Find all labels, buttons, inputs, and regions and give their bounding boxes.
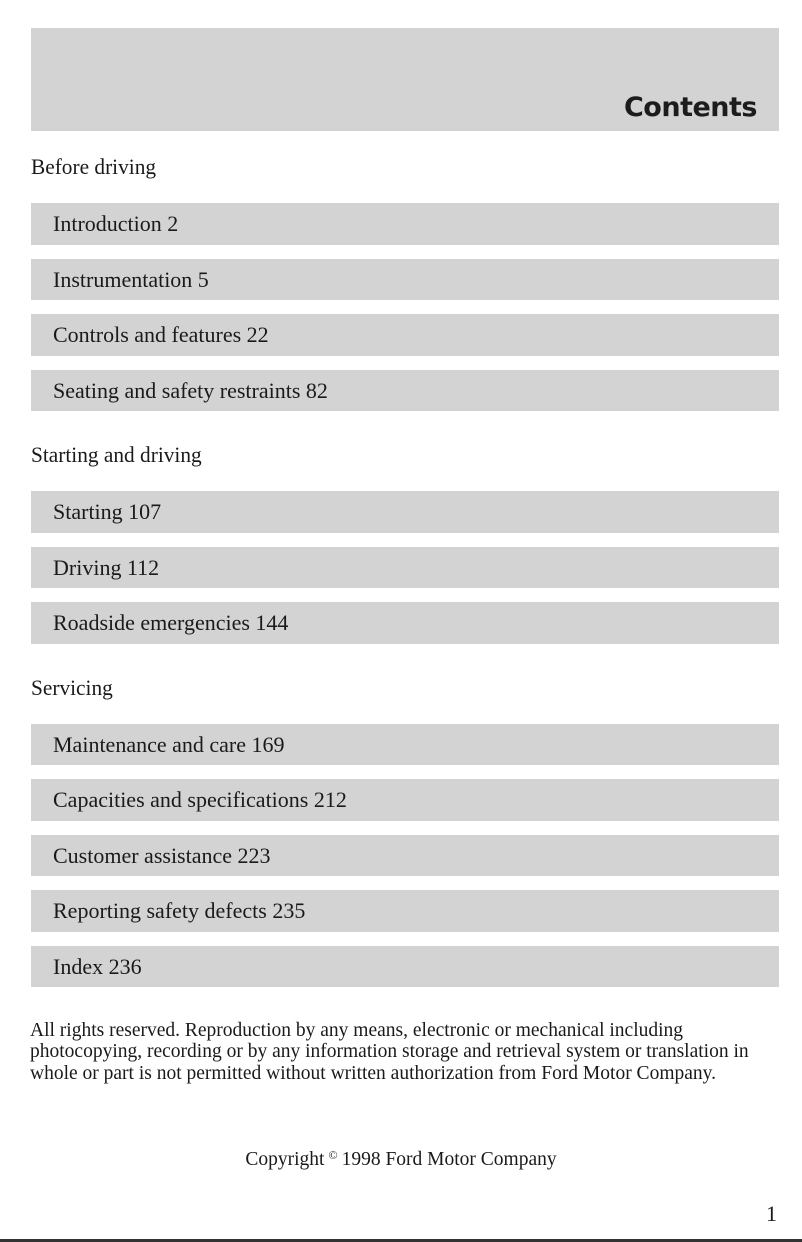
table-of-contents: Before driving Introduction 2 Instrument… [31,131,779,987]
section-before-driving: Before driving Introduction 2 Instrument… [31,131,779,411]
rights-notice: All rights reserved. Reproduction by any… [30,1020,749,1084]
toc-entry[interactable]: Capacities and specifications 212 [31,779,779,821]
toc-entry[interactable]: Index 236 [31,945,779,987]
section-starting-and-driving: Starting and driving Starting 107 Drivin… [31,411,779,644]
toc-entry[interactable]: Driving 112 [31,546,779,588]
toc-entry[interactable]: Starting 107 [31,491,779,533]
toc-entry[interactable]: Seating and safety restraints 82 [31,369,779,411]
page-number: 1 [766,1201,777,1226]
section-title: Servicing [31,674,113,700]
copyright-text: 1998 Ford Motor Company [341,1149,557,1170]
contents-header: Contents [31,28,779,131]
copyright-line: Copyright © 1998 Ford Motor Company [0,1148,802,1171]
page-title: Contents [623,92,758,123]
toc-entry[interactable]: Reporting safety defects 235 [31,890,779,932]
toc-entry[interactable]: Introduction 2 [31,203,779,245]
toc-entry[interactable]: Customer assistance 223 [31,834,779,876]
section-title: Before driving [31,154,157,179]
section-servicing: Servicing Maintenance and care 169 Capac… [31,644,779,987]
page-bottom-rule [0,1239,802,1242]
toc-entry[interactable]: Maintenance and care 169 [31,723,779,765]
toc-entry[interactable]: Roadside emergencies 144 [31,602,779,644]
section-title: Starting and driving [31,442,202,467]
copyright-prefix: Copyright [245,1149,325,1170]
toc-entry[interactable]: Controls and features 22 [31,314,779,356]
toc-entry[interactable]: Instrumentation 5 [31,258,779,300]
copyright-symbol: © [328,1148,338,1162]
